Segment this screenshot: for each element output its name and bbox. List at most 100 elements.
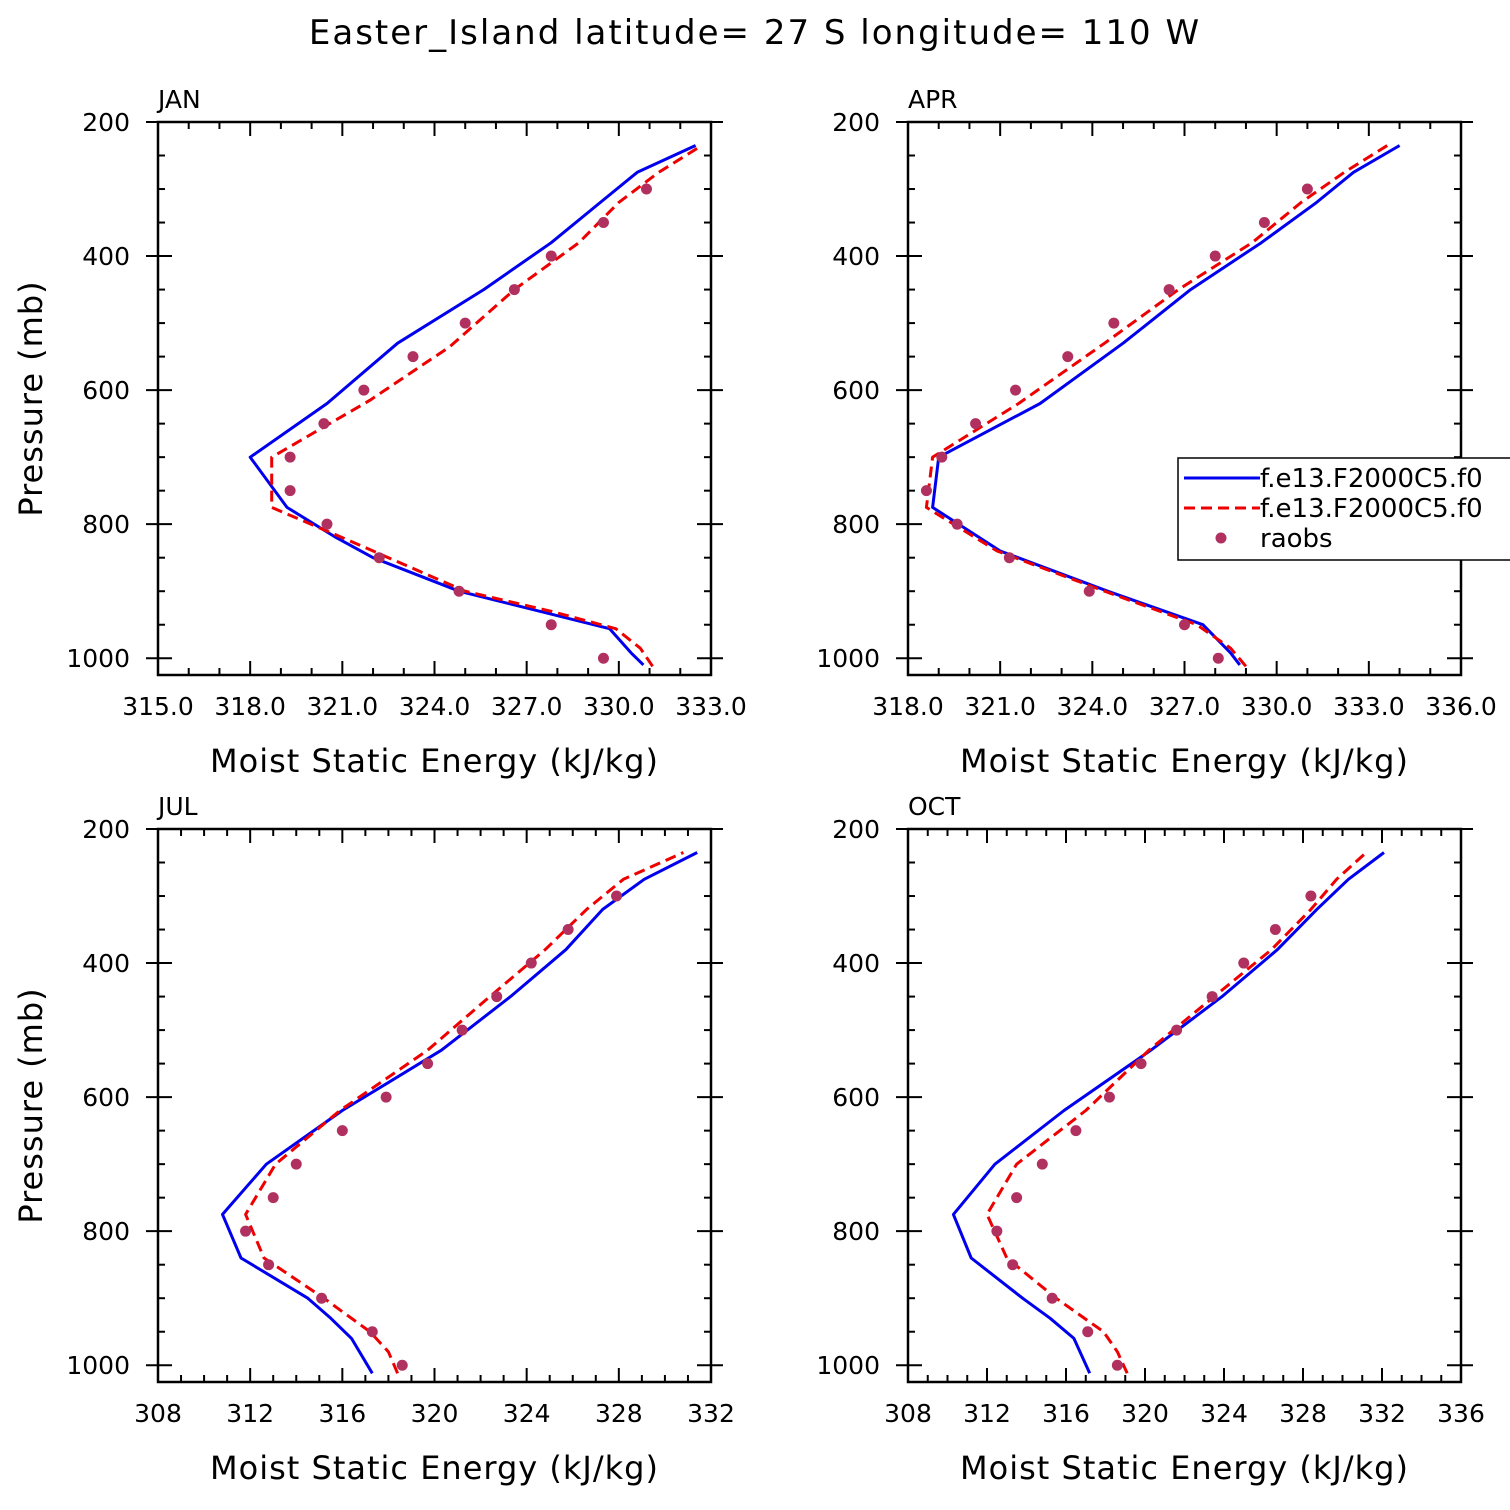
- x-tick-label: 321.0: [964, 692, 1036, 721]
- y-tick-label: 400: [832, 949, 880, 978]
- y-tick-label: 200: [832, 108, 880, 137]
- raobs-point: [284, 485, 296, 497]
- raobs-point: [597, 652, 609, 664]
- legend-entry-label: f.e13.F2000C5.f0: [1260, 494, 1483, 524]
- plot-frame: [156, 827, 713, 1384]
- raobs-point: [456, 1024, 468, 1036]
- y-tick-label: 600: [832, 1083, 880, 1112]
- raobs-point: [1111, 1359, 1123, 1371]
- raobs-point: [321, 518, 333, 530]
- x-tick-label: 328: [1279, 1399, 1327, 1428]
- panel-apr: 318.0 321.0 324.0 327.0 330.0 333.0 336.0 200 40…: [816, 85, 1496, 780]
- x-tick-label: 320: [1121, 1399, 1169, 1428]
- x-tick-label: 330.0: [1241, 692, 1313, 721]
- raobs-point: [1082, 1326, 1094, 1338]
- raobs-point: [545, 250, 557, 262]
- x-tick-label: 312: [963, 1399, 1011, 1428]
- y-tick-label: 1000: [816, 644, 880, 673]
- x-axis-label: Moist Static Energy (kJ/kg): [210, 742, 659, 780]
- panel-label: APR: [908, 85, 958, 114]
- legend-marker-dot: [1215, 532, 1227, 544]
- y-axis-label: Pressure (mb): [12, 987, 50, 1223]
- x-tick-label: 324.0: [399, 692, 471, 721]
- raobs-point: [1062, 351, 1074, 363]
- raobs-point: [459, 317, 471, 329]
- raobs-point: [1206, 991, 1218, 1003]
- panel-jul: 308 312 316 320 324 328 332 200 400 600 800 1000 JUL…: [12, 792, 735, 1487]
- x-tick-label: 315.0: [122, 692, 194, 721]
- y-tick-label: 1000: [66, 1351, 130, 1380]
- series-line-solid: [951, 851, 1385, 1374]
- y-tick-label: 800: [832, 510, 880, 539]
- x-axis-label: Moist Static Energy (kJ/kg): [960, 1449, 1409, 1487]
- raobs-point: [1046, 1292, 1058, 1304]
- raobs-point: [545, 619, 557, 631]
- y-tick-label: 400: [82, 949, 130, 978]
- x-tick-label: 324: [1200, 1399, 1248, 1428]
- y-tick-label: 200: [82, 815, 130, 844]
- raobs-point: [611, 890, 623, 902]
- plot-frame: [156, 120, 713, 677]
- raobs-point: [316, 1292, 328, 1304]
- y-tick-label: 600: [82, 376, 130, 405]
- raobs-point: [1269, 924, 1281, 936]
- raobs-point: [263, 1259, 275, 1271]
- y-tick-label: 600: [832, 376, 880, 405]
- y-tick-label: 200: [82, 108, 130, 137]
- series-line-solid: [221, 851, 698, 1375]
- raobs-point: [1108, 317, 1120, 329]
- raobs-point: [318, 418, 330, 430]
- x-tick-label: 327.0: [1149, 692, 1221, 721]
- raobs-point: [453, 585, 465, 597]
- raobs-point: [396, 1359, 408, 1371]
- y-tick-label: 600: [82, 1083, 130, 1112]
- raobs-point: [240, 1225, 252, 1237]
- y-axis-label: Pressure (mb): [12, 280, 50, 516]
- x-tick-label: 333.0: [675, 692, 747, 721]
- raobs-point: [336, 1125, 348, 1137]
- raobs-point: [508, 284, 520, 296]
- series-line-dashed: [985, 851, 1368, 1374]
- raobs-point: [1011, 1192, 1023, 1204]
- x-tick-label: 308: [134, 1399, 182, 1428]
- x-tick-label: 336.0: [1425, 692, 1497, 721]
- series-line-solid: [248, 144, 697, 666]
- raobs-point: [407, 351, 419, 363]
- x-tick-label: 332: [1358, 1399, 1406, 1428]
- x-tick-label: 318.0: [872, 692, 944, 721]
- raobs-point: [491, 991, 503, 1003]
- raobs-point: [1171, 1024, 1183, 1036]
- x-tick-label: 336: [1437, 1399, 1485, 1428]
- x-tick-label: 308: [884, 1399, 932, 1428]
- x-axis-label: Moist Static Energy (kJ/kg): [210, 1449, 659, 1487]
- x-tick-label: 324: [503, 1399, 551, 1428]
- raobs-point: [951, 518, 963, 530]
- raobs-point: [422, 1058, 434, 1070]
- x-tick-label: 324.0: [1057, 692, 1129, 721]
- x-tick-label: 320: [411, 1399, 459, 1428]
- panel-label: JAN: [156, 85, 201, 114]
- y-tick-label: 200: [832, 815, 880, 844]
- x-tick-label: 312: [226, 1399, 274, 1428]
- y-tick-label: 800: [82, 510, 130, 539]
- y-tick-label: 800: [832, 1217, 880, 1246]
- legend-entry-label: f.e13.F2000C5.f0: [1260, 464, 1483, 494]
- x-tick-label: 330.0: [583, 692, 655, 721]
- raobs-point: [640, 183, 652, 195]
- x-tick-label: 316: [318, 1399, 366, 1428]
- y-tick-label: 1000: [66, 644, 130, 673]
- raobs-point: [525, 957, 537, 969]
- raobs-point: [1163, 284, 1175, 296]
- raobs-point: [1301, 183, 1313, 195]
- x-tick-label: 321.0: [307, 692, 379, 721]
- legend-box: [1177, 457, 1510, 561]
- raobs-point: [1305, 890, 1317, 902]
- panel-label: JUL: [156, 792, 198, 821]
- series-line-solid: [931, 144, 1401, 666]
- raobs-point: [1083, 585, 1095, 597]
- panel-oct: 308 312 316 320 324 328 332 336 200 400 600 800 1000…: [816, 792, 1484, 1487]
- raobs-point: [1007, 1259, 1019, 1271]
- raobs-point: [1238, 957, 1250, 969]
- series-line-dashed: [270, 144, 703, 668]
